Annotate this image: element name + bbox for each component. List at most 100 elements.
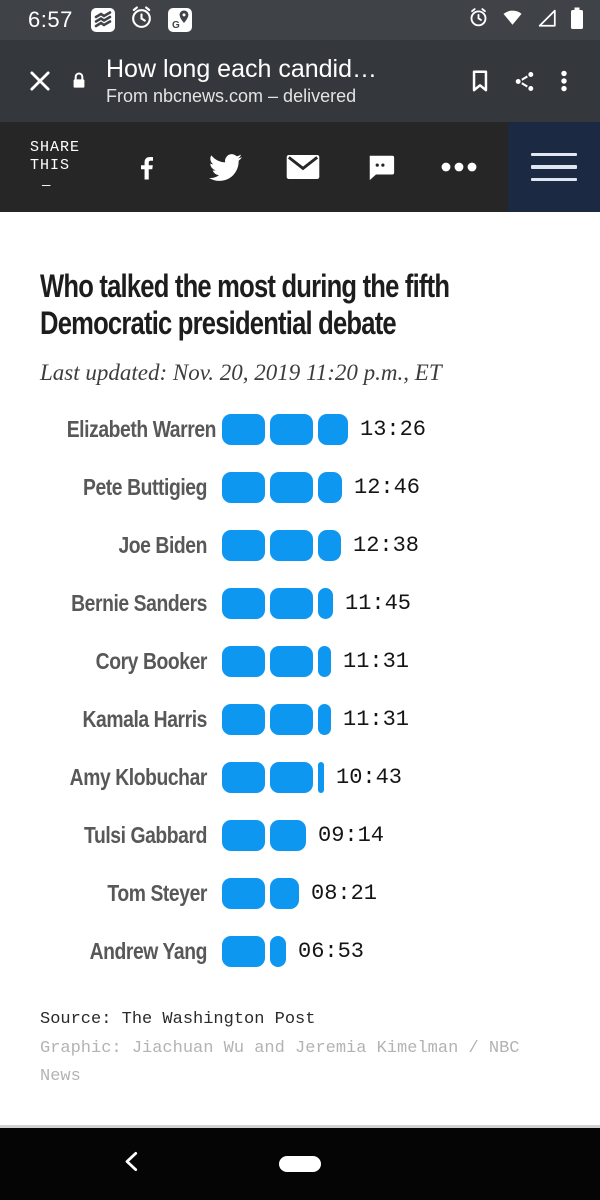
last-updated: Last updated: Nov. 20, 2019 11:20 p.m., …	[40, 360, 442, 385]
page-title-block[interactable]: How long each candid… From nbcnews.com –…	[106, 55, 377, 107]
candidate-name: Cory Booker	[95, 647, 208, 674]
bar-segment-partial	[318, 587, 333, 619]
graphic-credit: Graphic: Jiachuan Wu and Jeremia Kimelma…	[40, 1039, 520, 1086]
bar-group	[222, 761, 324, 793]
android-nav-bar	[0, 1128, 600, 1200]
bar-group	[222, 529, 341, 561]
bar-segment	[222, 877, 265, 909]
chart-row: Joe Biden 12:38	[40, 516, 560, 574]
chart-row: Amy Klobuchar 10:43	[40, 748, 560, 806]
bar-group	[222, 935, 286, 967]
bar-segment	[222, 819, 265, 851]
bar-segment	[222, 761, 265, 793]
candidate-name: Elizabeth Warren	[66, 415, 217, 442]
todoist-notification-icon	[90, 8, 115, 32]
bookmark-icon[interactable]	[458, 59, 502, 103]
browser-header: How long each candid… From nbcnews.com –…	[0, 40, 600, 122]
chart-row: Tom Steyer 08:21	[40, 864, 560, 922]
bar-segment-partial	[318, 413, 348, 445]
chart-row: Cory Booker 11:31	[40, 632, 560, 690]
candidate-name: Amy Klobuchar	[69, 763, 208, 790]
candidate-name: Pete Buttigieg	[82, 473, 207, 500]
chart-row: Kamala Harris 11:31	[40, 690, 560, 748]
bar-segment	[222, 587, 265, 619]
bar-segment	[270, 587, 313, 619]
bar-segment-partial	[318, 645, 331, 677]
close-icon[interactable]	[18, 59, 62, 103]
bar-segment	[222, 471, 265, 503]
bar-segment	[222, 645, 265, 677]
share-label-line1: SHARE	[30, 139, 81, 156]
bar-segment-partial	[270, 819, 306, 851]
back-icon[interactable]	[120, 1149, 146, 1180]
speaking-time-value: 11:31	[343, 706, 410, 732]
bar-segment-partial	[270, 935, 286, 967]
article-content: Who talked the most during the fifth Dem…	[0, 212, 600, 1125]
tab-title: How long each candid…	[106, 55, 377, 83]
article-title: Who talked the most during the fifth Dem…	[40, 268, 450, 341]
status-bar: 6:57	[0, 0, 600, 40]
chart-footer: Source: The Washington Post Graphic: Jia…	[40, 1006, 560, 1091]
candidate-name: Bernie Sanders	[71, 589, 207, 616]
chart-row: Andrew Yang 06:53	[40, 922, 560, 980]
sms-icon[interactable]	[359, 145, 403, 189]
overflow-menu-icon[interactable]	[546, 59, 582, 103]
bar-segment	[222, 413, 265, 445]
email-icon[interactable]	[281, 145, 325, 189]
bar-group	[222, 645, 331, 677]
bar-segment	[270, 413, 313, 445]
speaking-time-value: 13:26	[360, 416, 427, 442]
speaking-time-value: 10:43	[336, 764, 403, 790]
tab-subtitle: From nbcnews.com – delivered	[106, 86, 357, 106]
maps-notification-icon: G	[167, 8, 192, 32]
home-pill[interactable]	[279, 1156, 321, 1172]
candidate-name: Joe Biden	[118, 531, 207, 558]
bar-segment-partial	[318, 761, 324, 793]
source-credit: Source: The Washington Post	[40, 1010, 316, 1029]
candidate-name: Andrew Yang	[89, 937, 208, 964]
alarm-set-icon	[468, 7, 489, 33]
speaking-time-value: 12:46	[354, 474, 421, 500]
speaking-time-value: 12:38	[353, 532, 420, 558]
twitter-icon[interactable]	[203, 145, 247, 189]
chart-row: Pete Buttigieg 12:46	[40, 458, 560, 516]
chart-row: Elizabeth Warren 13:26	[40, 400, 560, 458]
bar-group	[222, 877, 299, 909]
chart-row: Tulsi Gabbard 09:14	[40, 806, 560, 864]
candidate-name: Tom Steyer	[107, 879, 207, 906]
share-label-line2: THIS	[30, 157, 71, 174]
more-share-options-icon[interactable]	[437, 145, 481, 189]
bar-segment-partial	[318, 703, 331, 735]
clock-time: 6:57	[28, 7, 73, 32]
share-toolbar: SHARE THIS —	[0, 122, 600, 212]
facebook-icon[interactable]	[125, 145, 169, 189]
system-status-icons	[468, 6, 584, 35]
share-icon[interactable]	[502, 59, 546, 103]
share-icon-row	[108, 145, 508, 189]
bar-segment	[270, 703, 313, 735]
alarm-notification-icon	[129, 5, 154, 35]
bar-segment	[270, 645, 313, 677]
menu-hamburger-icon[interactable]	[508, 122, 600, 212]
bar-segment	[222, 935, 265, 967]
share-label-dash: —	[42, 178, 52, 194]
bar-segment	[222, 529, 265, 561]
page-bottom-divider	[0, 1125, 600, 1128]
candidate-name: Tulsi Gabbard	[83, 821, 207, 848]
bar-segment-partial	[318, 529, 341, 561]
speaking-time-value: 11:31	[343, 648, 410, 674]
speaking-time-value: 06:53	[298, 938, 365, 964]
chart-row: Bernie Sanders 11:45	[40, 574, 560, 632]
bar-group	[222, 819, 306, 851]
bar-group	[222, 703, 331, 735]
battery-icon	[570, 6, 584, 35]
bar-group	[222, 471, 342, 503]
share-this-label: SHARE THIS —	[0, 139, 108, 195]
notification-icons: G	[90, 5, 192, 35]
bar-group	[222, 587, 333, 619]
bar-segment	[222, 703, 265, 735]
svg-text:G: G	[172, 20, 180, 31]
wifi-icon	[501, 6, 524, 34]
bar-segment-partial	[318, 471, 342, 503]
